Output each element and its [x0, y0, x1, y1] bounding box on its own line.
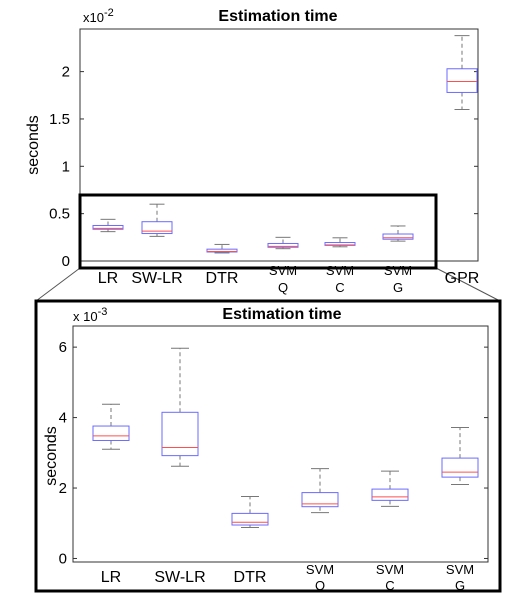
x-tick-label-line: SVM: [269, 263, 297, 278]
x-tick-label-line: SVM: [326, 263, 354, 278]
y-tick-label: 6: [59, 339, 67, 356]
x-tick-label-line: SVM: [306, 562, 334, 577]
x-tick-label: DTR: [206, 270, 239, 287]
box-0: [92, 218, 124, 233]
x-tick-label-line: Q: [278, 280, 288, 295]
box-1: [141, 203, 173, 237]
box-iqr: [446, 68, 478, 93]
box-iqr: [441, 457, 479, 478]
x-tick-label-line: SW-LR: [154, 569, 205, 586]
box-2: [206, 243, 238, 254]
box-5: [441, 426, 479, 486]
box-iqr: [301, 492, 339, 508]
x-tick-label-line: SW-LR: [131, 270, 182, 287]
x-tick-label-line: GPR: [445, 270, 480, 287]
box-iqr: [382, 233, 414, 240]
bottom-panel: Estimation time x 10-3 seconds 0 2 4 6 LR SW…: [34, 299, 502, 593]
box-3: [267, 236, 299, 250]
zoom-connector-left: [35, 267, 81, 302]
bottom-chart-title: Estimation time: [222, 306, 341, 323]
top-axes-frame: [79, 28, 479, 262]
box-iqr: [161, 411, 199, 457]
x-tick-label-line: SVM: [384, 263, 412, 278]
y-tick-label: 2: [59, 480, 67, 497]
x-tick-label: LR: [101, 569, 121, 586]
box-iqr: [267, 242, 299, 248]
bottom-panel-frame: [34, 299, 502, 593]
box-4: [324, 237, 356, 248]
bottom-exponent-label: x 10-3: [73, 306, 107, 324]
top-panel: Estimation time x10-2 seconds 00.511.52 …: [25, 7, 479, 295]
bottom-y-axis-label: seconds: [43, 426, 60, 486]
y-tick-label: 0.5: [49, 206, 70, 223]
y-tick-label: 0: [62, 253, 70, 270]
box-3: [301, 468, 339, 514]
x-tick-label: DTR: [234, 569, 267, 586]
bottom-axes-frame: [72, 325, 489, 563]
box-iqr: [231, 512, 269, 526]
y-tick-label: 0: [59, 550, 67, 567]
top-chart-title: Estimation time: [218, 8, 337, 25]
box-iqr: [141, 221, 173, 235]
x-tick-label: SW-LR: [154, 569, 205, 586]
top-exponent-label: x10-2: [83, 7, 114, 25]
y-tick-label: 1: [62, 158, 70, 175]
x-tick-label-line: C: [335, 280, 344, 295]
box-2: [231, 495, 269, 528]
y-tick-label: 2: [62, 64, 70, 81]
x-tick-label-line: DTR: [206, 270, 239, 287]
x-tick-label-line: C: [385, 578, 394, 593]
x-tick-label-line: G: [455, 578, 465, 593]
x-tick-label: GPR: [445, 270, 480, 287]
y-tick-label: 4: [59, 410, 67, 427]
box-5: [382, 225, 414, 242]
x-tick-label-line: LR: [98, 270, 118, 287]
x-tick-label-line: LR: [101, 569, 121, 586]
x-tick-label-line: Q: [315, 578, 325, 593]
x-tick-label-line: SVM: [376, 562, 404, 577]
box-iqr: [92, 224, 124, 230]
x-tick-label-line: SVM: [446, 562, 474, 577]
x-tick-label-line: DTR: [234, 569, 267, 586]
x-tick-label-line: G: [393, 280, 403, 295]
box-1: [161, 347, 199, 467]
box-4: [371, 470, 409, 507]
y-tick-label: 1.5: [49, 111, 70, 128]
x-tick-label: LR: [98, 270, 118, 287]
top-y-axis-label: seconds: [25, 115, 42, 175]
zoom-highlight-box: [78, 193, 438, 270]
box-iqr: [371, 488, 409, 501]
box-0: [92, 403, 130, 450]
x-tick-label: SW-LR: [131, 270, 182, 287]
box-6: [446, 35, 478, 110]
box-iqr: [92, 425, 130, 441]
zoom-connector-right: [435, 267, 501, 302]
